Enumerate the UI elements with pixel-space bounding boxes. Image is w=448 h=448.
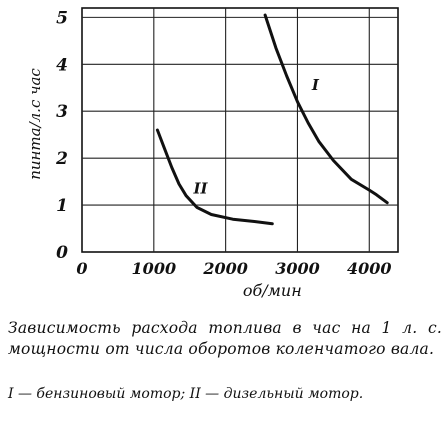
y-tick-label-5: 5	[56, 8, 68, 28]
x-tick-label-0: 0	[76, 259, 87, 278]
series-line-0	[263, 13, 389, 205]
x-tick-label-2: 2000	[202, 259, 248, 278]
y-tick-label-2: 2	[55, 149, 68, 169]
y-tick-label-1: 1	[56, 196, 68, 216]
y-tick-label-3: 3	[56, 102, 68, 122]
figure-legend: I — бензиновый мотор; II — дизельный мот…	[8, 386, 364, 402]
series-label-1: II	[192, 179, 208, 197]
plot-frame	[81, 7, 399, 253]
x-tick-label-3: 3000	[275, 259, 320, 278]
y-tick-label-4: 4	[56, 55, 68, 75]
series-label-0: I	[311, 76, 320, 94]
fuel-consumption-chart: 0 1 2 3 4 5 0 1000 2000 3000 4000 об/мин пинта/л.с ч…	[26, 7, 399, 300]
series-line-1	[155, 128, 274, 226]
figure-caption: Зависимость расхода топлива в час на 1 л…	[8, 319, 442, 358]
y-tick-label-0: 0	[56, 243, 68, 263]
x-axis-label: об/мин	[243, 281, 302, 300]
x-tick-label-1: 1000	[132, 259, 177, 278]
x-tick-label-4: 4000	[347, 259, 392, 278]
y-axis-label: пинта/л.с час	[26, 68, 44, 180]
